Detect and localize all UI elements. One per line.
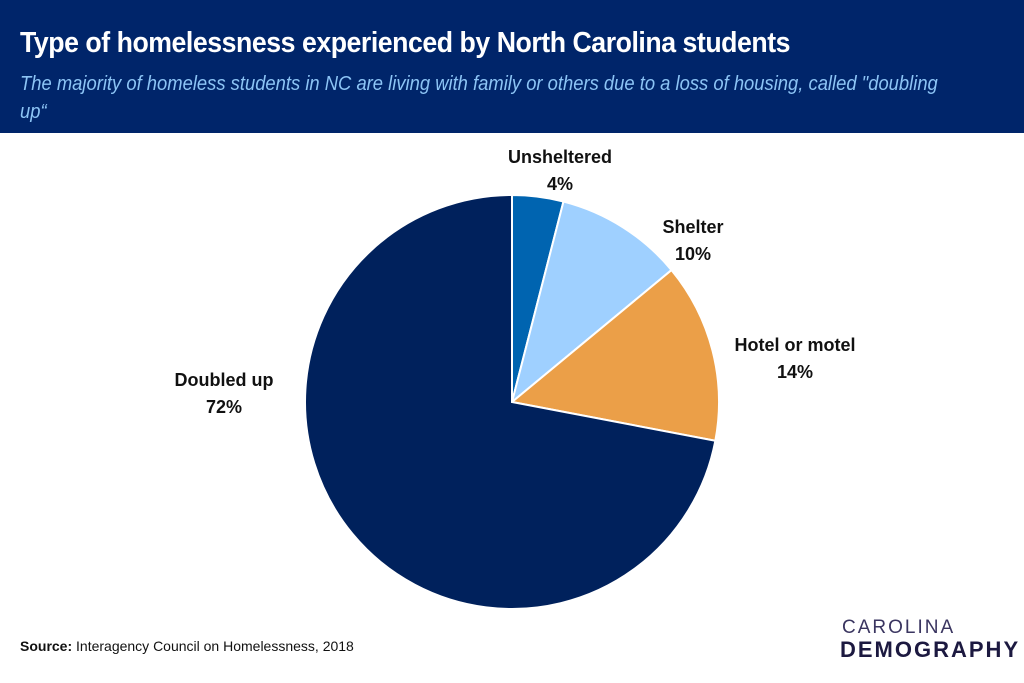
slice-value-label: 10%	[675, 244, 711, 264]
slice-value-label: 4%	[547, 174, 573, 194]
logo-carolina: CAROLINA	[842, 617, 956, 638]
slice-label: Hotel or motel	[734, 335, 855, 355]
pie-slice-shelter	[510, 200, 673, 405]
source-label: Source:	[20, 638, 73, 654]
slice-label: Shelter	[662, 217, 723, 237]
slice-value-label: 72%	[206, 397, 242, 417]
pie-slice-hotel-or-motel	[509, 268, 720, 442]
source-note: Source: Interagency Council on Homelessn…	[20, 638, 354, 654]
chart-title: Type of homelessness experienced by Nort…	[20, 27, 791, 59]
slice-label: Unsheltered	[508, 147, 612, 167]
header-banner: Type of homelessness experienced by Nort…	[0, 0, 1024, 133]
source-text: Interagency Council on Homelessness, 201…	[72, 638, 354, 654]
logo-demography: DEMOGRAPHY	[840, 637, 1021, 662]
pie-slice-doubled-up	[304, 193, 717, 610]
slice-value-label: 14%	[777, 362, 813, 382]
slice-label: Doubled up	[175, 370, 274, 390]
pie-chart: Unsheltered 4% Shelter 10% Hotel or motel 14%…	[175, 147, 856, 610]
chart-subtitle: The majority of homeless students in NC …	[20, 73, 938, 123]
